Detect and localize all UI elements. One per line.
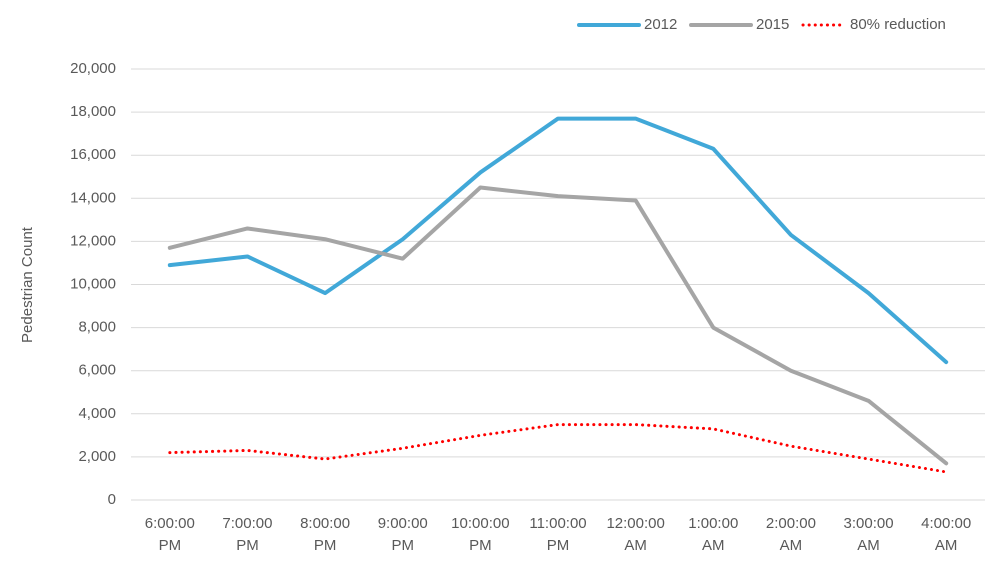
y-tick-label: 10,000 [70, 275, 116, 292]
y-tick-label: 20,000 [70, 60, 116, 77]
y-tick-label: 2,000 [78, 448, 116, 465]
legend-label: 80% reduction [850, 16, 946, 33]
x-tick-label: 2:00:00 AM [766, 515, 816, 554]
series-line [168, 423, 948, 474]
y-tick-label: 8,000 [78, 319, 116, 336]
series-line [167, 185, 949, 466]
y-tick-label: 16,000 [70, 146, 116, 163]
legend-label: 2012 [644, 16, 677, 33]
x-tick-label: 11:00:00 PM [529, 515, 586, 554]
x-tick-label: 8:00:00 PM [300, 515, 350, 554]
x-tick-label: 7:00:00 PM [222, 515, 272, 554]
x-tick-label: 9:00:00 PM [378, 515, 428, 554]
y-tick-label: 12,000 [70, 232, 116, 249]
y-tick-label: 14,000 [70, 189, 116, 206]
series-line [167, 116, 949, 365]
x-tick-label: 10:00:00 PM [451, 515, 509, 554]
y-tick-label: 6,000 [78, 362, 116, 379]
y-axis-label: Pedestrian Count [19, 226, 36, 343]
legend-label: 2015 [756, 16, 789, 33]
x-tick-label: 1:00:00 AM [688, 515, 738, 554]
y-tick-label: 18,000 [70, 103, 116, 120]
y-tick-label: 4,000 [78, 405, 116, 422]
x-tick-label: 4:00:00 AM [921, 515, 971, 554]
x-tick-label: 3:00:00 AM [844, 515, 894, 554]
x-tick-label: 6:00:00 PM [145, 515, 195, 554]
x-tick-label: 12:00:00 AM [606, 515, 664, 554]
y-tick-label: 0 [108, 491, 116, 508]
